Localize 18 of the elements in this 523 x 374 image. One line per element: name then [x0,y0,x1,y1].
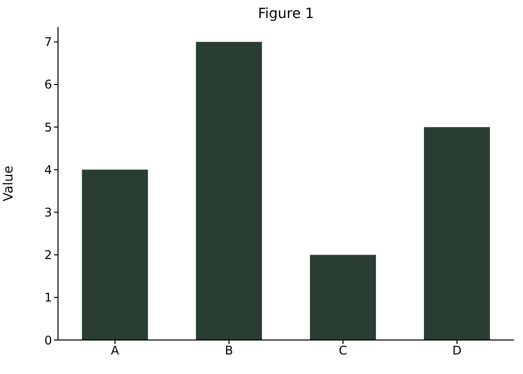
bar [82,170,148,340]
x-tick-label: C [338,344,348,358]
chart-title: Figure 1 [256,6,316,22]
bar [424,127,490,340]
y-tick-label: 7 [44,35,52,50]
y-tick-label: 6 [44,78,52,92]
y-tick-label: 1 [44,290,52,305]
y-tick-label: 4 [44,162,52,177]
bar [196,42,262,340]
x-tick-label: B [224,344,234,358]
y-tick-label: 0 [44,333,52,348]
y-tick-label: 3 [44,206,52,220]
bar [310,254,376,340]
y-tick-label: 5 [44,120,52,134]
x-tick-label: D [452,344,462,358]
x-tick-label: A [110,344,120,358]
y-tick-label: 2 [44,248,52,262]
y-axis-title: Value [2,166,17,202]
